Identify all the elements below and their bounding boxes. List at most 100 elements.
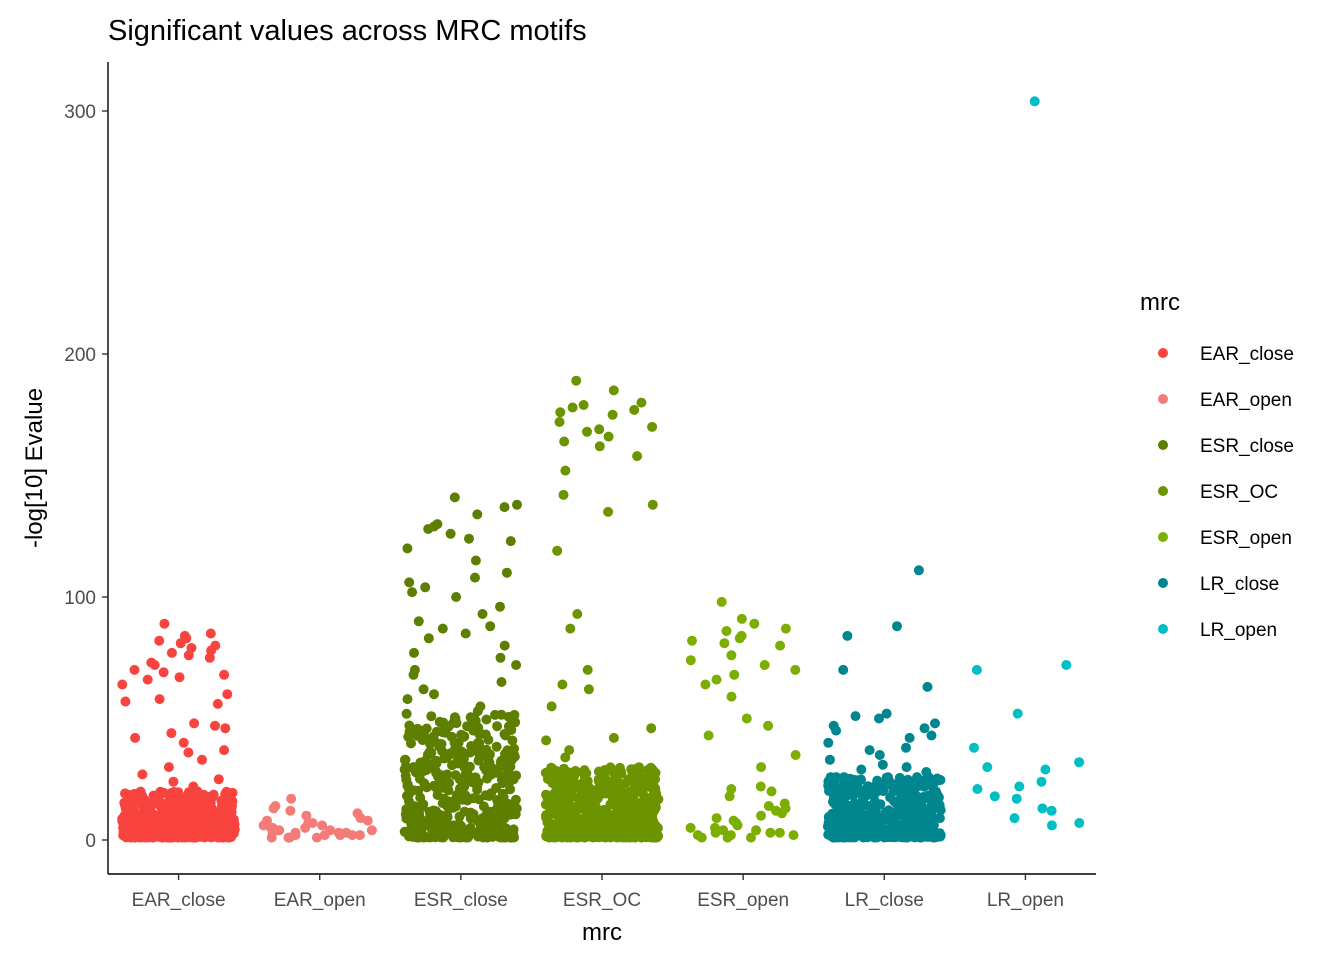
data-point-esr-close	[420, 755, 431, 766]
data-point-ear-close	[212, 819, 223, 830]
data-point-lr-close	[856, 764, 867, 775]
data-point-lr-close	[839, 789, 849, 800]
data-point-esr-close	[480, 790, 491, 801]
data-point-ear-close	[130, 732, 141, 743]
data-point-ear-close	[137, 769, 148, 780]
data-point-esr-oc	[556, 801, 567, 812]
data-point-ear-close	[163, 762, 174, 773]
y-tick-label: 200	[64, 345, 96, 366]
data-point-ear-open	[285, 805, 296, 816]
data-point-ear-close	[118, 822, 129, 833]
data-point-esr-oc	[614, 809, 625, 820]
data-point-ear-close	[220, 723, 231, 734]
data-point-lr-open	[989, 791, 1000, 802]
data-point-esr-oc	[560, 752, 571, 763]
data-point-esr-close	[429, 689, 439, 700]
data-point-lr-close	[842, 828, 853, 839]
data-point-lr-close	[904, 732, 915, 743]
y-tick-label: 300	[64, 102, 96, 123]
data-point-lr-close	[915, 775, 925, 785]
data-point-esr-oc	[603, 506, 614, 517]
data-point-esr-open	[736, 613, 747, 624]
data-point-esr-close	[404, 809, 415, 820]
data-point-esr-close	[438, 793, 449, 804]
data-point-esr-close	[472, 509, 483, 520]
data-point-lr-open	[971, 664, 982, 675]
data-point-esr-close	[407, 587, 418, 598]
data-point-esr-oc	[600, 821, 611, 832]
data-point-esr-close	[489, 806, 499, 817]
data-point-esr-close	[453, 737, 464, 748]
data-point-esr-close	[401, 774, 412, 785]
data-point-ear-close	[205, 628, 216, 639]
data-point-esr-close	[454, 783, 465, 794]
data-point-lr-close	[897, 830, 908, 841]
data-point-esr-oc	[546, 701, 557, 712]
data-point-esr-close	[418, 684, 429, 695]
data-point-esr-open	[751, 825, 762, 836]
data-point-lr-open	[1014, 781, 1025, 792]
data-point-esr-oc	[558, 489, 569, 500]
legend: mrc EAR_close EAR_open ESR_close ESR_OC ESR_…	[1140, 289, 1294, 641]
data-point-esr-open	[790, 664, 801, 675]
data-point-ear-close	[166, 647, 177, 658]
data-point-lr-close	[934, 813, 945, 824]
legend-label: EAR_open	[1200, 390, 1292, 411]
data-point-lr-open	[1036, 776, 1047, 787]
data-point-lr-close	[911, 812, 922, 823]
data-point-esr-close	[456, 752, 467, 763]
data-point-lr-open	[1046, 805, 1057, 816]
data-point-ear-close	[213, 774, 224, 785]
data-point-esr-oc	[642, 765, 653, 776]
data-point-esr-close	[490, 709, 500, 720]
data-point-esr-oc	[586, 809, 597, 820]
data-point-esr-close	[492, 721, 503, 732]
data-point-ear-close	[202, 825, 213, 836]
data-point-esr-close	[442, 810, 453, 821]
data-point-esr-close	[413, 616, 424, 627]
data-point-esr-oc	[607, 822, 618, 833]
data-point-esr-close	[423, 633, 434, 644]
data-point-esr-oc	[571, 375, 582, 386]
data-point-esr-open	[746, 832, 756, 843]
data-point-ear-close	[222, 689, 233, 700]
data-point-ear-close	[158, 667, 169, 678]
data-point-esr-close	[436, 739, 447, 749]
data-point-lr-close	[861, 829, 872, 840]
data-point-esr-close	[492, 767, 503, 778]
data-point-esr-oc	[560, 465, 571, 476]
legend-label: ESR_OC	[1200, 482, 1278, 503]
data-point-esr-open	[729, 669, 740, 680]
data-point-esr-open	[685, 822, 696, 833]
data-point-ear-close	[133, 812, 144, 823]
data-point-esr-close	[402, 790, 412, 801]
data-point-lr-close	[904, 777, 915, 788]
data-point-lr-open	[969, 742, 979, 753]
data-point-lr-close	[922, 811, 933, 822]
data-point-lr-close	[823, 737, 834, 748]
data-point-esr-oc	[612, 796, 623, 807]
data-point-esr-open	[711, 813, 722, 824]
data-point-esr-close	[496, 677, 507, 687]
y-axis-title: -log[10] Evalue	[21, 388, 48, 548]
data-point-esr-close	[420, 582, 431, 593]
data-point-ear-open	[335, 830, 346, 841]
data-point-esr-close	[451, 592, 462, 602]
data-point-lr-close	[913, 565, 924, 576]
data-point-lr-close	[869, 809, 880, 820]
x-axis-ticks: EAR_close EAR_open ESR_close ESR_OC ESR_open…	[132, 874, 1064, 911]
data-point-esr-close	[465, 712, 476, 723]
legend-key-ear-close	[1158, 348, 1168, 358]
data-point-ear-close	[149, 660, 160, 670]
data-point-esr-close	[423, 524, 434, 534]
data-point-lr-close	[901, 742, 911, 753]
data-point-ear-close	[154, 635, 165, 646]
data-point-esr-oc	[632, 451, 643, 462]
data-point-lr-close	[892, 621, 902, 632]
data-point-esr-close	[404, 577, 415, 588]
data-point-lr-close	[881, 708, 892, 719]
legend-title: mrc	[1140, 289, 1180, 316]
data-point-esr-close	[470, 572, 480, 583]
data-point-lr-close	[883, 772, 893, 783]
data-point-lr-close	[919, 723, 930, 734]
